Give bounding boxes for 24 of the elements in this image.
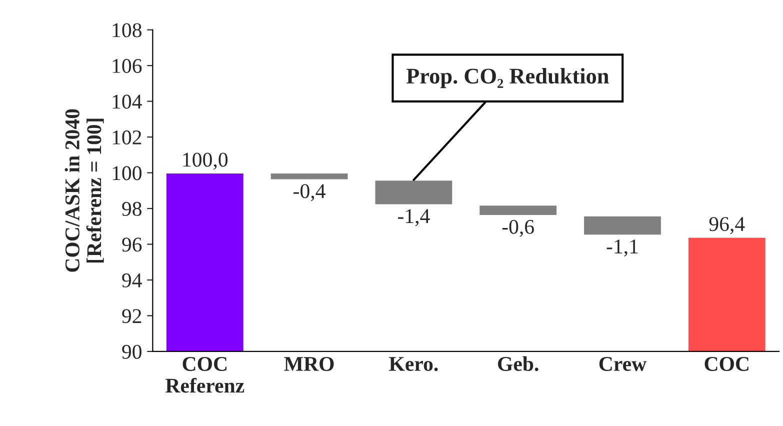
x-tick-label: MRO (284, 356, 334, 371)
y-tick-label: 90 (122, 344, 142, 359)
data-label: -1,4 (398, 209, 430, 226)
y-tick-label: 108 (112, 23, 142, 38)
data-label: 100,0 (183, 152, 228, 170)
y-axis-title: COC/ASK in 2040 [Referenz = 100] (64, 109, 104, 272)
x-tick-label: Geb. (498, 356, 538, 372)
y-tick-label: 106 (112, 58, 142, 73)
y-tick-label: 96 (122, 238, 142, 252)
y-tick-label: 92 (122, 309, 142, 324)
data-label: -0,6 (502, 220, 534, 237)
y-tick-label: 104 (112, 94, 142, 109)
y-tick-label: 98 (122, 202, 142, 216)
x-tick-label: COC Referenz (166, 356, 244, 393)
x-tick-label: COC (704, 356, 748, 371)
y-tick-label: 100 (112, 166, 142, 180)
annotation: Prop. CO₂ Reduktion (406, 68, 609, 88)
data-label: 96,4 (709, 217, 745, 234)
y-tick-label: 94 (122, 273, 142, 288)
data-label: -0,4 (294, 184, 326, 202)
y-tick-label: 102 (112, 130, 142, 144)
data-label: -1,1 (606, 240, 638, 257)
x-tick-label: Kero. (389, 357, 438, 372)
x-tick-label: Crew (599, 356, 646, 371)
